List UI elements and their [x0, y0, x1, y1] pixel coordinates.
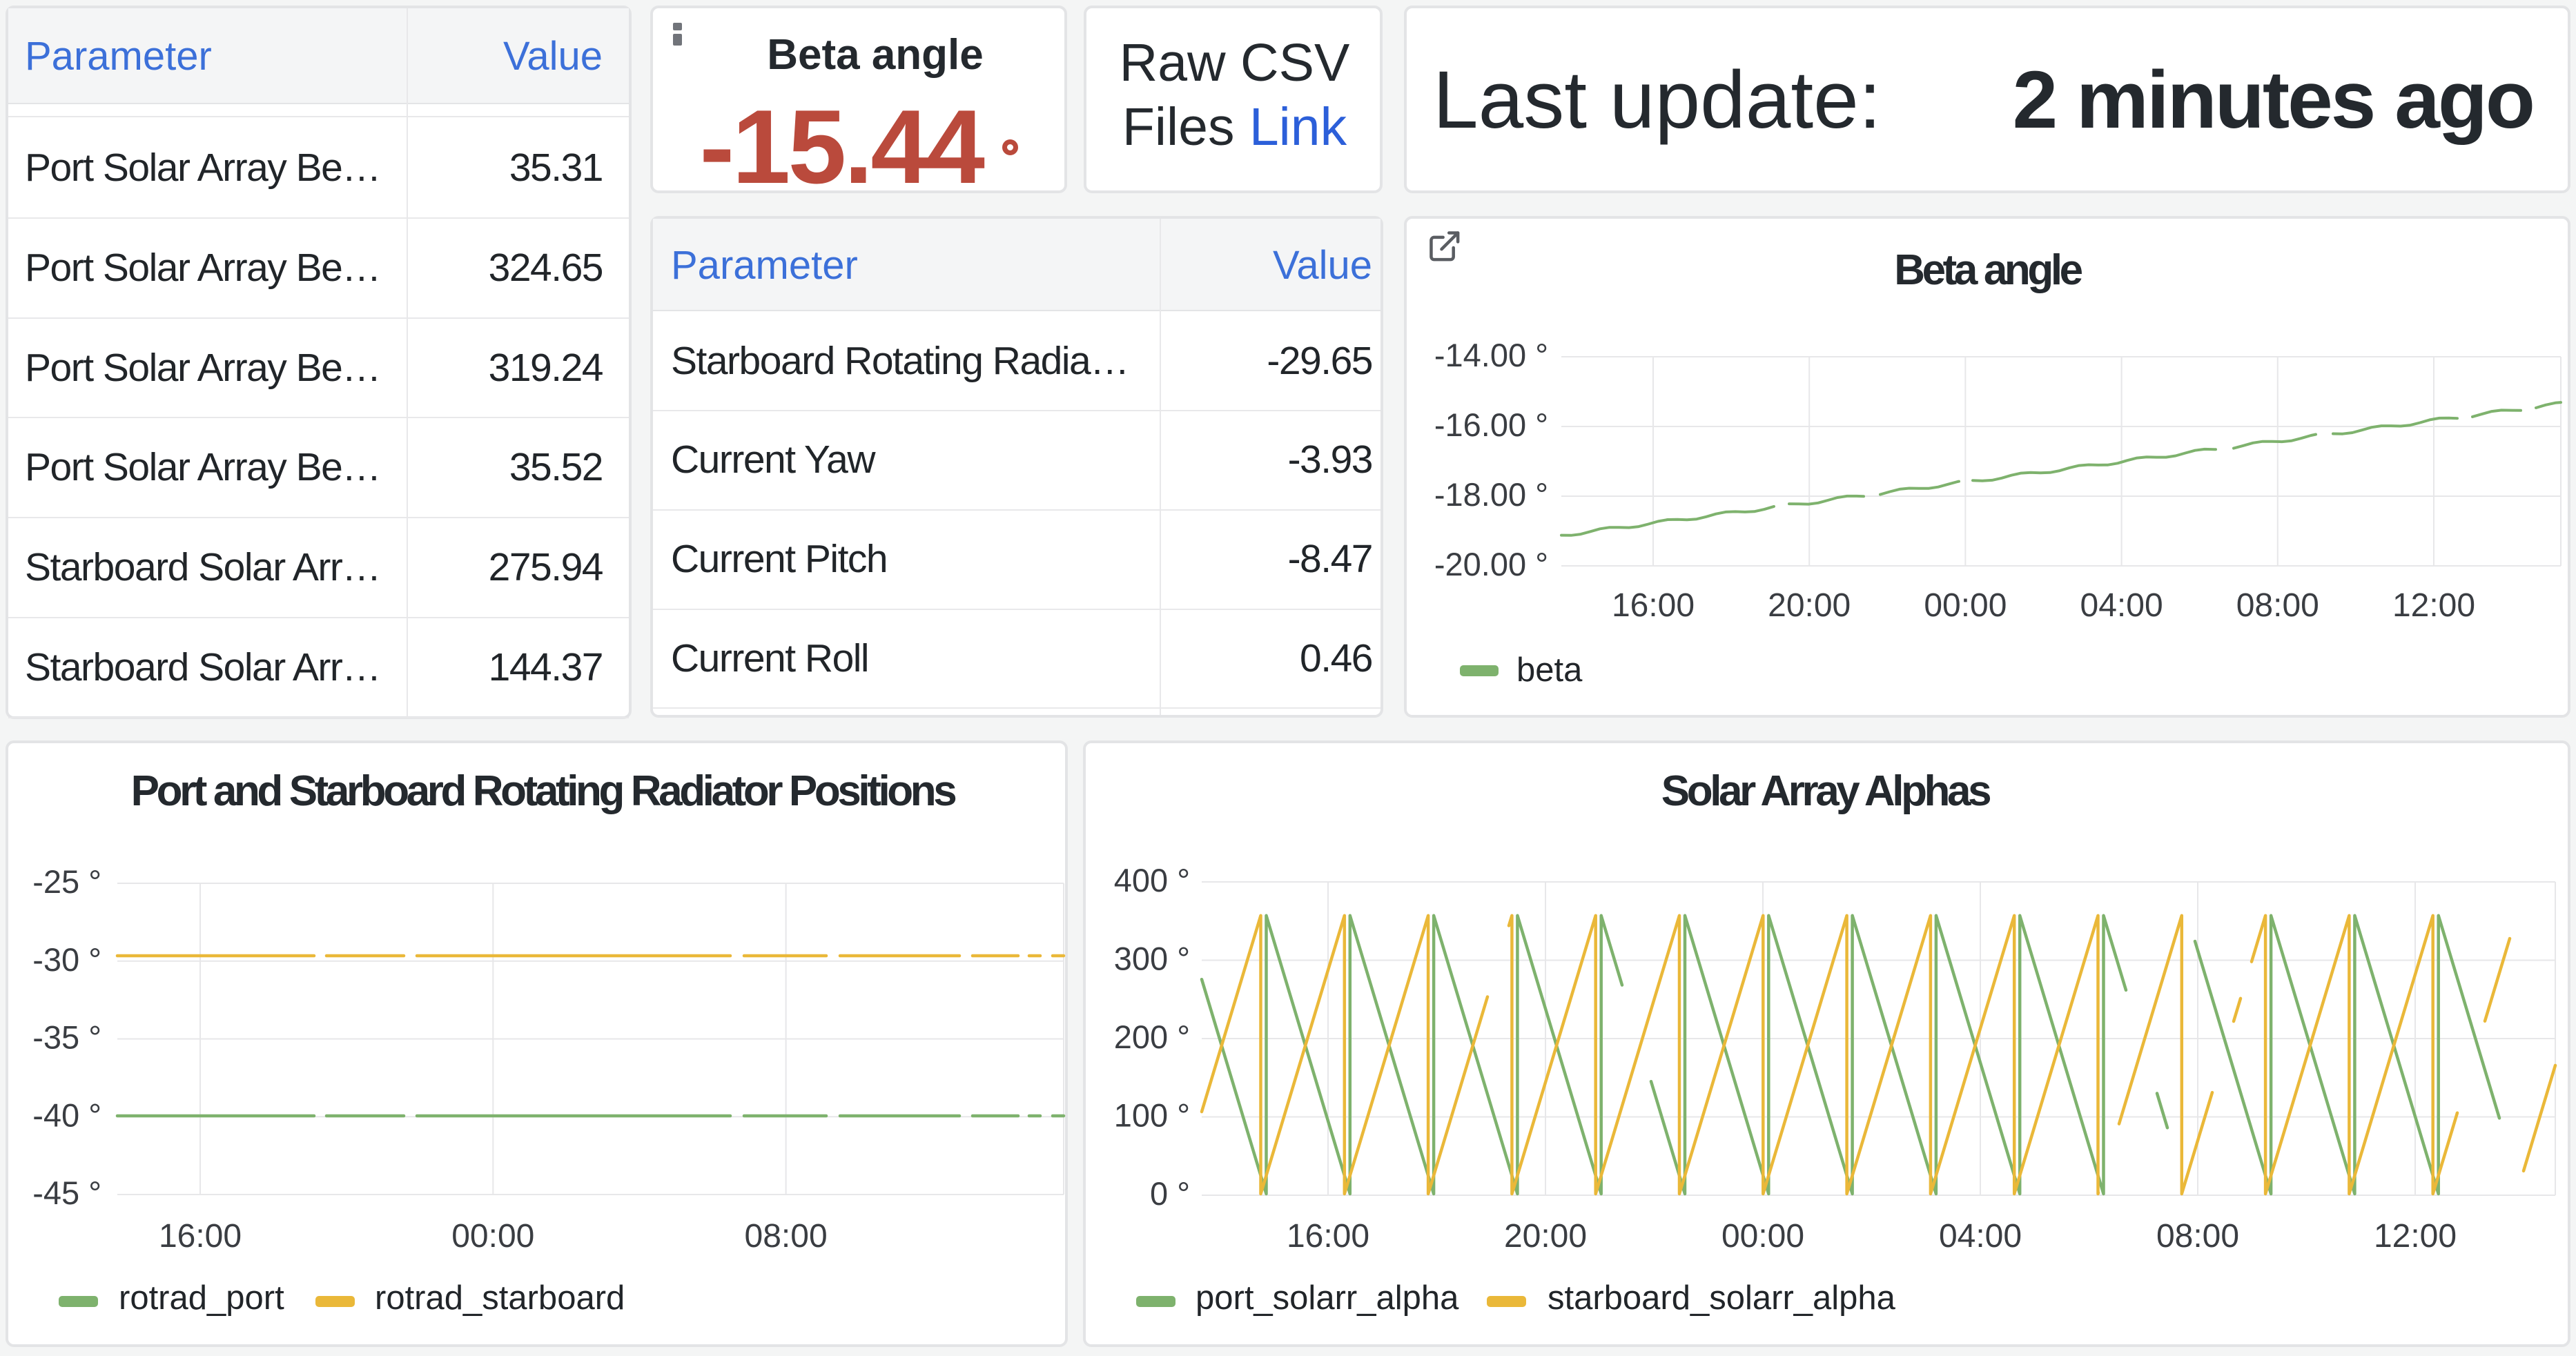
svg-text:-20.00 °: -20.00 ° [1434, 546, 1548, 582]
svg-text:port_solarr_alpha: port_solarr_alpha [1196, 1279, 1459, 1317]
svg-text:04:00: 04:00 [2080, 587, 2163, 624]
svg-text:-18.00 °: -18.00 ° [1434, 476, 1548, 513]
svg-text:04:00: 04:00 [1939, 1218, 2022, 1255]
svg-text:12:00: 12:00 [2392, 587, 2475, 624]
svg-text:00:00: 00:00 [1721, 1218, 1804, 1255]
svg-text:Port and Starboard Rotating Ra: Port and Starboard Rotating Radiator Pos… [131, 767, 956, 815]
svg-text:08:00: 08:00 [745, 1218, 828, 1255]
svg-text:16:00: 16:00 [1612, 587, 1695, 624]
svg-text:-30 °: -30 ° [32, 941, 101, 978]
svg-text:rotrad_starboard: rotrad_starboard [375, 1279, 625, 1317]
svg-text:12:00: 12:00 [2374, 1218, 2457, 1255]
svg-text:16:00: 16:00 [159, 1218, 242, 1255]
svg-text:beta: beta [1516, 651, 1583, 689]
svg-text:300 °: 300 ° [1114, 941, 1190, 977]
svg-text:20:00: 20:00 [1768, 587, 1851, 624]
svg-text:-35 °: -35 ° [32, 1019, 101, 1056]
svg-text:20:00: 20:00 [1504, 1218, 1587, 1255]
svg-text:-14.00 °: -14.00 ° [1434, 337, 1548, 373]
svg-text:00:00: 00:00 [451, 1218, 534, 1255]
svg-text:200 °: 200 ° [1114, 1019, 1190, 1055]
svg-text:-25 °: -25 ° [32, 863, 101, 900]
svg-text:08:00: 08:00 [2236, 587, 2319, 624]
svg-text:0 °: 0 ° [1150, 1175, 1190, 1212]
svg-text:rotrad_port: rotrad_port [119, 1279, 284, 1317]
svg-text:08:00: 08:00 [2156, 1218, 2239, 1255]
svg-text:100 °: 100 ° [1114, 1097, 1190, 1134]
svg-text:00:00: 00:00 [1924, 587, 2007, 624]
svg-text:-16.00 °: -16.00 ° [1434, 406, 1548, 443]
svg-text:-40 °: -40 ° [32, 1097, 101, 1133]
svg-text:16:00: 16:00 [1287, 1218, 1369, 1255]
svg-text:Solar Array Alphas: Solar Array Alphas [1661, 767, 1990, 815]
svg-text:Beta angle: Beta angle [1894, 246, 2082, 294]
svg-text:-45 °: -45 ° [32, 1175, 101, 1211]
svg-text:400 °: 400 ° [1114, 862, 1190, 898]
svg-text:starboard_solarr_alpha: starboard_solarr_alpha [1548, 1279, 1896, 1317]
